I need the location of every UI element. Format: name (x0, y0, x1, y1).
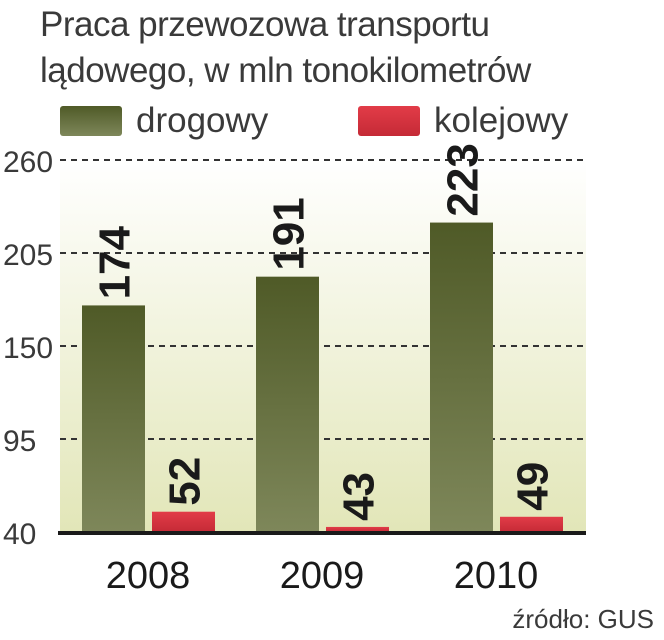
legend-item-drogowy: drogowy (60, 96, 268, 146)
x-tick-label-2009: 2009 (280, 555, 365, 597)
data-label-drogowy-2008: 174 (91, 225, 140, 299)
y-tick-label-95: 95 (3, 425, 36, 458)
y-tick-label-260: 260 (3, 146, 53, 179)
legend-label-drogowy: drogowy (136, 101, 269, 140)
y-tick-label-40: 40 (3, 518, 36, 551)
y-tick-label-205: 205 (3, 239, 53, 272)
bar-drogowy-2008 (82, 305, 145, 532)
x-axis-labels: 2008 2009 2010 (106, 555, 539, 597)
data-label-drogowy-2009: 191 (265, 197, 314, 270)
legend-swatch-kolejowy (358, 106, 420, 136)
data-label-kolejowy-2009: 43 (335, 472, 384, 521)
plot-background (60, 160, 586, 532)
y-axis-ticks: 40 95 150 205 260 (3, 146, 53, 551)
legend-label-kolejowy: kolejowy (434, 101, 569, 140)
source-note: źródło: GUS (512, 604, 654, 634)
legend-swatch-drogowy (60, 106, 122, 136)
chart-title: Praca przewozowa transportu lądowego, w … (40, 5, 531, 90)
data-label-kolejowy-2008: 52 (161, 457, 210, 506)
bar-kolejowy-2009 (326, 526, 389, 532)
bars: 174 52 191 43 223 49 (82, 143, 563, 532)
bar-kolejowy-2010 (500, 516, 563, 532)
y-tick-label-150: 150 (3, 332, 53, 365)
legend: drogowy kolejowy (60, 96, 660, 146)
legend-item-kolejowy: kolejowy (358, 96, 568, 146)
bar-kolejowy-2008 (152, 511, 215, 532)
bar-drogowy-2010 (430, 222, 493, 532)
bar-drogowy-2009 (256, 276, 319, 532)
data-label-kolejowy-2010: 49 (509, 462, 558, 511)
data-label-drogowy-2010: 223 (439, 143, 488, 216)
x-tick-label-2008: 2008 (106, 555, 191, 597)
x-tick-label-2010: 2010 (454, 555, 539, 597)
